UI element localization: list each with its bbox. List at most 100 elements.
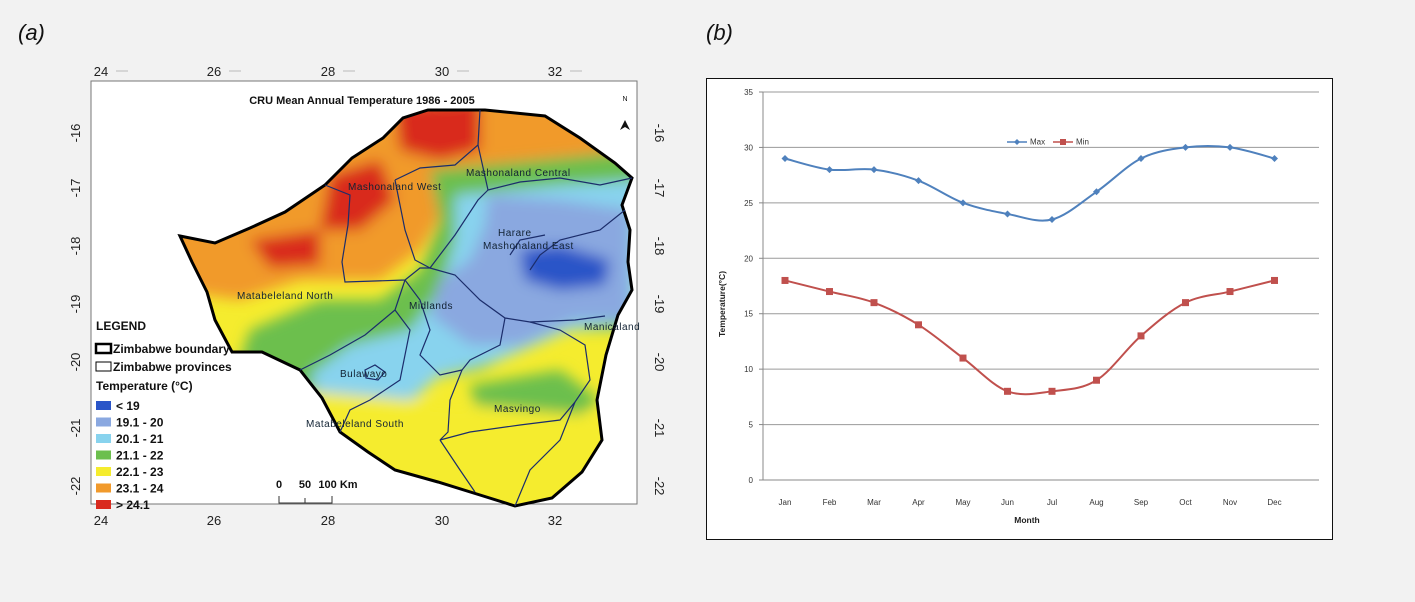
lon-tick-top: 24 — [94, 64, 108, 79]
series-min-point — [959, 354, 967, 362]
series-min-point — [915, 321, 922, 329]
lat-tick-right: -20 — [652, 353, 667, 372]
lon-tick-bottom: 28 — [321, 513, 335, 528]
series-max-point — [1226, 143, 1234, 151]
temperature-surface — [180, 110, 632, 506]
series-max-point — [1093, 188, 1100, 196]
series-max-point — [959, 199, 967, 207]
x-tick-label: Nov — [1223, 498, 1237, 507]
legend-swatch — [96, 401, 111, 410]
scale-label-50: 50 — [299, 479, 311, 491]
province-labels: Mashonaland West Mashonaland Central Har… — [237, 168, 640, 430]
x-tick-label: Jun — [1001, 498, 1014, 507]
chart-frame: 0 5 10 15 20 25 30 35 Jan Feb Mar Apr May Jun Jul Aug S… — [706, 78, 1333, 540]
legend-max-marker — [1014, 139, 1020, 145]
lat-tick-right: -21 — [652, 419, 667, 438]
lat-tick-left: -22 — [68, 477, 83, 496]
legend-max-label: Max — [1030, 138, 1045, 147]
legend-swatch — [96, 417, 111, 427]
lon-tick-bottom: 26 — [207, 513, 221, 528]
label-matabeleland-south: Matabeleland South — [306, 419, 404, 430]
lat-tick-right: -18 — [652, 237, 667, 256]
series-min-point — [1093, 376, 1100, 384]
y-tick-label: 10 — [744, 365, 753, 374]
series-min-line — [784, 279, 1275, 396]
label-harare: Harare — [498, 228, 532, 239]
x-tick-label: Oct — [1179, 498, 1192, 507]
x-axis-label: Month — [1014, 515, 1040, 525]
series-max-point — [1182, 143, 1189, 151]
scale-bar: 0 50 100 Km — [276, 479, 358, 504]
lat-tick-left: -19 — [68, 295, 83, 314]
series-max-point — [1004, 210, 1011, 218]
legend-swatch — [96, 500, 111, 509]
series-max-line — [784, 145, 1275, 222]
legend-class-label: > 24.1 — [116, 498, 150, 512]
north-arrow-icon: N — [620, 96, 630, 130]
label-masvingo: Masvingo — [494, 404, 541, 415]
legend-class-label: 19.1 - 20 — [116, 416, 164, 430]
lat-tick-right: -16 — [652, 124, 667, 143]
series-max-point — [870, 166, 878, 174]
y-tick-label: 30 — [744, 143, 753, 152]
legend-temp-title: Temperature (°C) — [96, 379, 193, 393]
legend-boundary: Zimbabwe boundary — [113, 342, 230, 356]
lon-tick-top: 28 — [321, 64, 335, 79]
legend-swatch — [96, 483, 111, 493]
x-tick-label: Dec — [1267, 498, 1281, 507]
legend-class-label: 22.1 - 23 — [116, 465, 164, 479]
series-max-point — [1271, 155, 1278, 163]
temperature-line-chart: 0 5 10 15 20 25 30 35 Jan Feb Mar Apr May Jun Jul Aug S… — [717, 88, 1319, 525]
panel-b-label: (b) — [706, 20, 733, 45]
longitude-ticks: 24 24 26 26 28 28 30 30 32 32 — [94, 64, 582, 528]
x-tick-label: Feb — [823, 498, 837, 507]
series-min-point — [1271, 276, 1278, 284]
series-min-point — [781, 276, 789, 284]
legend-provinces: Zimbabwe provinces — [113, 360, 232, 374]
x-tick-label: Sep — [1134, 498, 1149, 507]
y-tick-label: 0 — [749, 476, 754, 485]
lat-tick-left: -21 — [68, 419, 83, 438]
label-mashonaland-west: Mashonaland West — [348, 182, 441, 193]
lon-tick-top: 32 — [548, 64, 562, 79]
map-legend: LEGEND Zimbabwe boundary Zimbabwe provin… — [94, 319, 232, 512]
provinces-swatch — [95, 361, 112, 372]
lat-tick-left: -20 — [68, 353, 83, 372]
legend-class-label: 20.1 - 21 — [116, 432, 164, 446]
lat-tick-left: -17 — [68, 179, 83, 198]
y-tick-label: 5 — [749, 421, 754, 430]
lon-tick-bottom: 30 — [435, 513, 449, 528]
series-min-point — [1004, 387, 1011, 395]
x-tick-label: Jan — [779, 498, 792, 507]
y-tick-label: 15 — [744, 310, 753, 319]
temperature-map: Mashonaland West Mashonaland Central Har… — [68, 64, 667, 528]
legend-class-label: < 19 — [116, 399, 140, 413]
scale-label-100: 100 Km — [318, 479, 357, 491]
legend-swatch — [96, 450, 111, 460]
series-max-point — [826, 166, 833, 174]
lat-tick-right: -22 — [652, 477, 667, 496]
y-tick-label: 25 — [744, 199, 753, 208]
lat-tick-right: -19 — [652, 295, 667, 314]
lon-tick-bottom: 32 — [548, 513, 562, 528]
label-mashonaland-central: Mashonaland Central — [466, 168, 571, 179]
series-min-point — [870, 299, 878, 307]
legend-class-label: 21.1 - 22 — [116, 449, 164, 463]
y-tick-label: 20 — [744, 254, 753, 263]
series-max-point — [781, 155, 789, 163]
series-max-point — [915, 177, 922, 185]
x-tick-label: Apr — [912, 498, 925, 507]
series-min-point — [1226, 288, 1234, 296]
x-tick-label: Jul — [1047, 498, 1057, 507]
y-tick-label: 35 — [744, 88, 753, 97]
province-boundaries — [299, 109, 633, 507]
legend-class-label: 23.1 - 24 — [116, 482, 164, 496]
x-tick-label: May — [955, 498, 970, 507]
latitude-ticks: -16 -16 -17 -17 -18 -18 -19 -19 -20 -20 -21 -21 -22 -… — [68, 124, 667, 496]
series-max-point — [1137, 155, 1145, 163]
legend-swatch — [96, 467, 111, 476]
chart-legend: Max Min — [1007, 138, 1089, 147]
zimbabwe-boundary — [177, 108, 634, 508]
label-matabeleland-north: Matabeleland North — [237, 291, 333, 302]
label-bulawayo: Bulawayo — [340, 369, 387, 380]
